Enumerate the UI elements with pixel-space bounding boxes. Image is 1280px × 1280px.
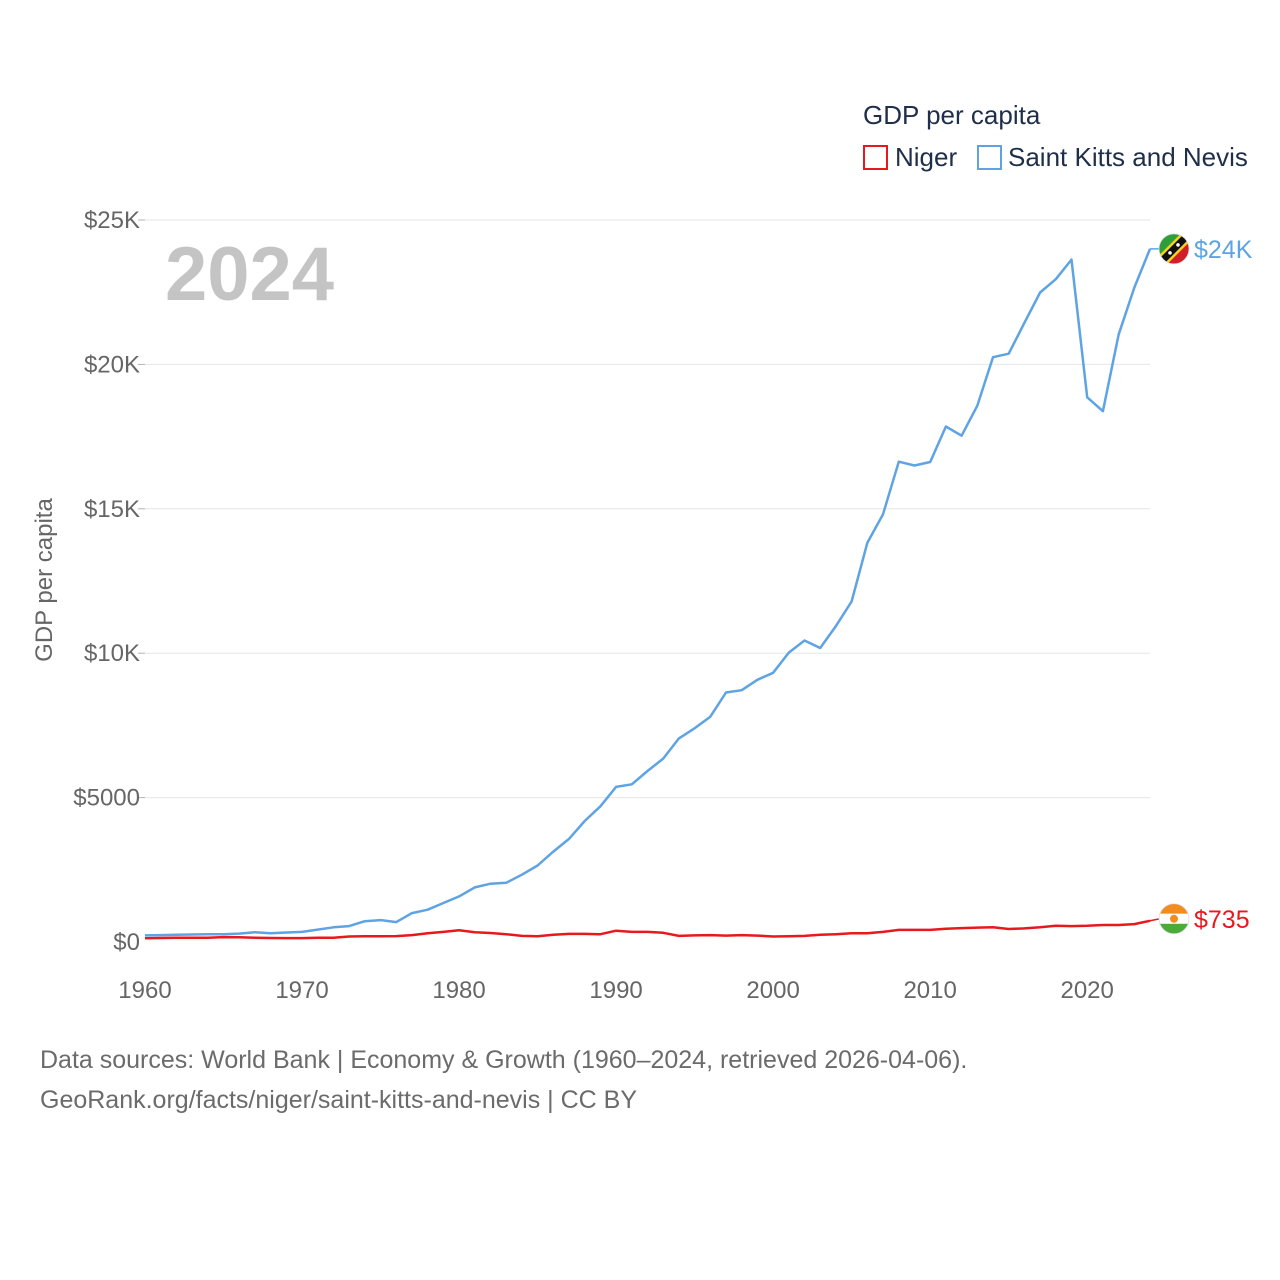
footer: Data sources: World Bank | Economy & Gro… — [40, 1040, 967, 1120]
gdp-line-chart: $0 $5000 $10K $15K $20K $25K 1960 1970 1980 1990… — [31, 100, 1253, 1004]
x-tick-label: 1990 — [589, 977, 642, 1004]
y-tick-label: $20K — [84, 351, 140, 378]
legend: GDP per capita Niger Saint Kitts and Nev… — [863, 100, 1248, 172]
x-axis-ticks: 1960 1970 1980 1990 2000 2010 2020 — [118, 977, 1114, 1004]
legend-title: GDP per capita — [863, 100, 1041, 130]
end-value-label-saint-kitts-and-nevis: $24K — [1194, 236, 1253, 264]
year-label: 2024 — [165, 232, 334, 317]
x-tick-label: 1970 — [275, 977, 328, 1004]
series-line-saint-kitts-and-nevis[interactable] — [144, 248, 1152, 937]
legend-swatch-saint-kitts-and-nevis — [977, 145, 1002, 170]
legend-swatch-niger — [863, 145, 888, 170]
y-axis-ticks: $0 $5000 $10K $15K $20K $25K — [73, 207, 140, 956]
y-tick-label: $15K — [84, 496, 140, 523]
y-tick-label: $0 — [113, 929, 140, 956]
niger-flag-icon — [1158, 903, 1190, 935]
end-value-label-niger: $735 — [1194, 906, 1250, 934]
y-tick-label: $5000 — [73, 785, 140, 812]
y-tick-label: $25K — [84, 207, 140, 234]
source-url-text: GeoRank.org/facts/niger/saint-kitts-and-… — [40, 1086, 638, 1114]
x-tick-label: 1980 — [432, 977, 485, 1004]
y-tick-label: $10K — [84, 640, 140, 667]
gridlines — [138, 219, 1150, 799]
saint-kitts-and-nevis-flag-icon — [1158, 233, 1190, 265]
legend-label-saint-kitts-and-nevis: Saint Kitts and Nevis — [1008, 142, 1248, 172]
data-sources-text: Data sources: World Bank | Economy & Gro… — [40, 1046, 968, 1074]
series-end-markers: $735 $24K — [1149, 233, 1253, 935]
legend-item-niger[interactable]: Niger — [863, 142, 957, 172]
legend-item-saint-kitts-and-nevis[interactable]: Saint Kitts and Nevis — [977, 142, 1248, 172]
x-tick-label: 2000 — [746, 977, 799, 1004]
y-axis-label: GDP per capita — [31, 498, 58, 662]
end-connector-niger — [1149, 918, 1161, 922]
series-lines — [144, 248, 1152, 940]
legend-label-niger: Niger — [895, 142, 957, 172]
series-line-niger[interactable] — [144, 919, 1151, 940]
x-tick-label: 2020 — [1060, 977, 1113, 1004]
x-tick-label: 1960 — [118, 977, 171, 1004]
x-tick-label: 2010 — [903, 977, 956, 1004]
